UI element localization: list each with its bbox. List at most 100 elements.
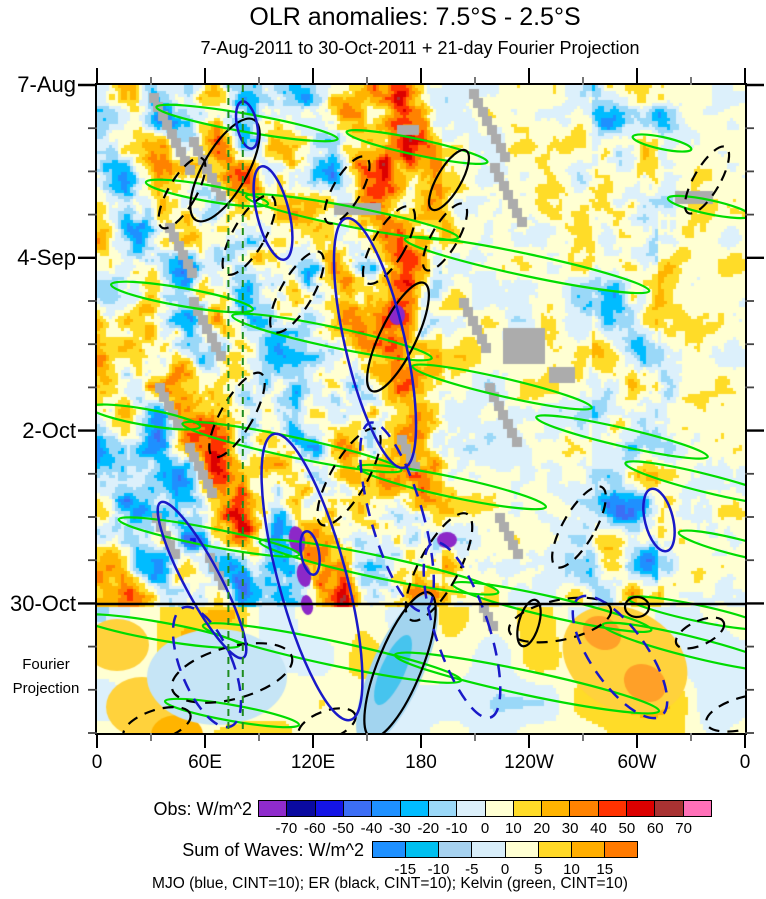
obs-colorbar-label: Obs: W/m^2 [153,799,252,819]
wave-contour-overlay [97,85,745,733]
kelvin-contour [258,538,500,596]
kelvin-contour [163,697,301,729]
kelvin-contour [356,463,548,511]
colorbar-segment [287,801,316,816]
er-contour-dashed [122,705,192,733]
kelvin-contour [631,133,693,153]
colorbar-segment [372,801,401,816]
waves-colorbar [372,841,638,858]
colorbar-segment [513,801,543,816]
kelvin-contour [666,194,745,220]
mjo-contour [234,100,260,150]
x-tick-label-120e: 120E [290,752,336,773]
kelvin-contour [411,363,593,411]
er-contour [623,595,651,619]
kelvin-contour [97,403,202,431]
page-title: OLR anomalies: 7.5°S - 2.5°S [249,3,581,31]
hovmoller-plot [95,83,747,735]
mjo-contour [252,165,294,261]
mjo-contour-dashed [358,421,436,613]
mjo-contour [299,530,321,576]
kelvin-contour [117,516,301,558]
colorbar-segment [485,801,514,816]
mjo-contour [260,432,364,722]
mjo-contour-dashed [571,594,669,720]
y-tick-label-4sep: 4-Sep [17,245,76,270]
kelvin-contour [231,312,433,362]
x-tick-label-180: 180 [405,752,437,773]
er-contour-dashed [208,371,266,459]
kelvin-contour [624,460,745,506]
colorbar-segment [428,801,458,816]
er-contour-dashed [404,512,474,622]
colorbar-tick-label: -20 [417,820,440,837]
fourier-projection-label: Fourier Projection [4,653,88,701]
colorbar-segment [472,842,506,857]
mjo-contour [642,487,676,553]
colorbar-segment [343,801,373,816]
colorbar-tick-label: 30 [561,820,579,837]
er-contour-dashed [683,145,731,215]
colorbar-tick-label: -40 [360,820,383,837]
kelvin-contour [109,280,255,314]
colorbar-segment [598,801,628,816]
colorbar-segment [400,801,429,816]
colorbar-tick-label: -50 [332,820,354,837]
colorbar-segment [542,801,571,816]
colorbar-tick-label: 0 [480,820,490,837]
colorbar-tick-label: 60 [646,820,664,837]
kelvin-contour [97,613,241,649]
er-contour-dashed [551,485,607,569]
kelvin-contour [535,414,709,460]
colorbar-segment [439,842,473,857]
colorbar-tick-label: 10 [505,820,522,837]
x-tick-label-0a: 0 [91,752,103,773]
colorbar-segment [406,842,440,857]
kelvin-contour [244,193,460,241]
colorbar-segment [570,801,599,816]
kelvin-contour [155,103,339,143]
kelvin-contour [393,651,661,715]
colorbar-segment [315,801,344,816]
colorbar-tick-label: -30 [389,820,411,837]
obs-colorbar [258,800,712,817]
colorbar-tick-label: 5 [534,861,543,878]
colorbar-tick-label: 15 [596,861,614,878]
colorbar-tick-label: 40 [590,820,607,837]
er-contour-dashed [157,156,207,230]
colorbar-tick-label: -70 [275,820,298,837]
er-contour-dashed [361,204,417,286]
er-contour-dashed [507,596,613,644]
kelvin-contour [181,420,403,474]
colorbar-tick-label: 70 [675,820,692,837]
colorbar-tick-label: 0 [500,861,510,878]
waves-colorbar-label: Sum of Waves: W/m^2 [182,840,364,860]
colorbar-segment [373,842,407,857]
x-tick-label-60e: 60E [188,752,222,773]
colorbar-segment [627,801,656,816]
kelvin-contour [144,178,270,208]
mjo-contour-dashed [171,605,243,729]
contour-legend-note: MJO (blue, CINT=10); ER (black, CINT=10)… [152,875,628,892]
colorbar-segment [538,842,572,857]
y-tick-label-30oct: 30-Oct [9,591,76,616]
er-contour-dashed [705,693,745,733]
colorbar-tick-label: 50 [618,820,636,837]
colorbar-tick-label: -10 [427,861,450,878]
er-contour [516,598,542,648]
x-tick-label-120w: 120W [504,752,554,773]
colorbar-tick-label: -5 [465,861,479,878]
mjo-contour-dashed [422,540,502,720]
fourier-label-line1: Fourier [22,656,70,673]
er-contour [189,117,261,223]
colorbar-tick-label: -60 [303,820,326,837]
kelvin-contour [345,129,489,165]
x-tick-label-60w: 60W [617,752,657,773]
er-contour [363,591,437,733]
er-contour [366,281,430,393]
colorbar-tick-label: -10 [445,820,468,837]
page-subtitle: 7-Aug-2011 to 30-Oct-2011 + 21-day Fouri… [200,38,640,58]
colorbar-tick-label: 20 [533,820,551,837]
er-contour [427,148,471,212]
colorbar-segment [571,842,605,857]
